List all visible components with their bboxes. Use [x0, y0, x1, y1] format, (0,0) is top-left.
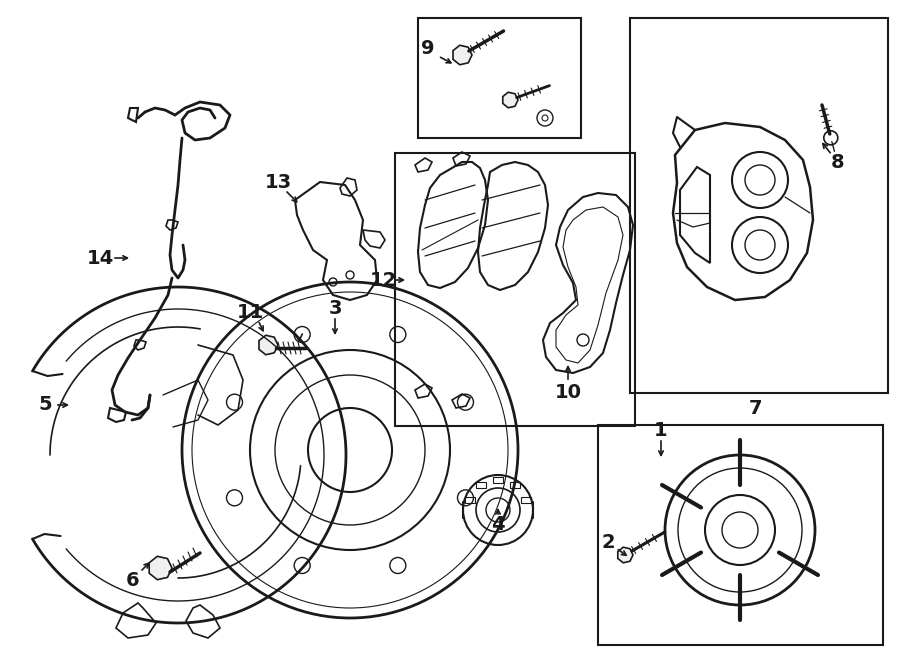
Polygon shape: [453, 45, 472, 65]
Text: 8: 8: [832, 152, 845, 171]
Text: 5: 5: [38, 395, 52, 414]
Text: 7: 7: [748, 399, 761, 418]
Text: 13: 13: [265, 173, 292, 191]
Polygon shape: [259, 335, 278, 355]
Bar: [630, 18, 888, 393]
Text: 2: 2: [601, 532, 615, 551]
Polygon shape: [617, 547, 633, 563]
Bar: [395, 153, 635, 426]
Text: 14: 14: [86, 248, 113, 267]
Bar: [598, 425, 883, 645]
Text: 1: 1: [654, 420, 668, 440]
Text: 12: 12: [369, 271, 397, 289]
Text: 9: 9: [421, 38, 435, 58]
Text: 3: 3: [328, 299, 342, 318]
Bar: [418, 18, 581, 138]
Text: 11: 11: [237, 303, 264, 322]
Polygon shape: [503, 92, 518, 108]
Polygon shape: [149, 556, 172, 580]
Text: 6: 6: [126, 571, 140, 589]
Text: 10: 10: [554, 383, 581, 401]
Text: 4: 4: [491, 516, 505, 534]
